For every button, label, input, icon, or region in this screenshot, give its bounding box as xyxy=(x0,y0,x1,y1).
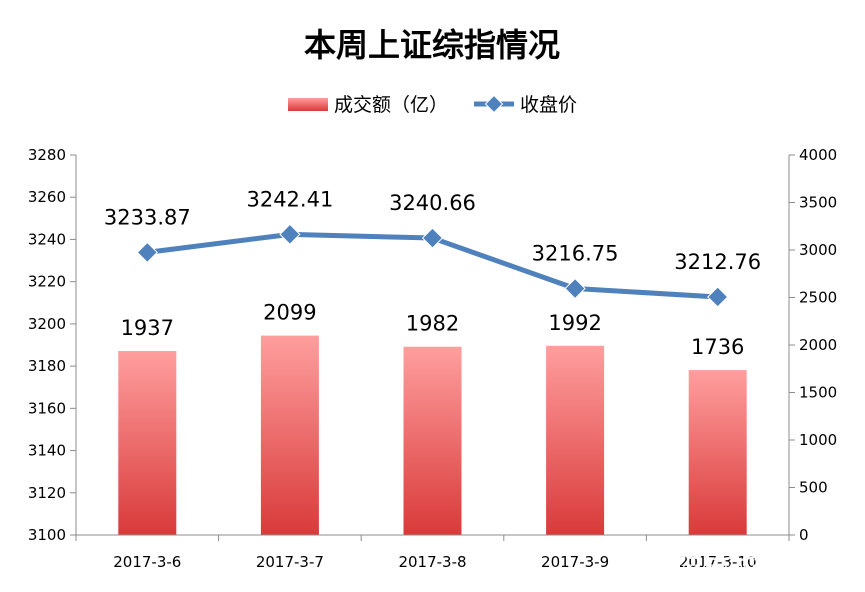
y-right-tick-label: 1500 xyxy=(799,384,837,402)
x-tick-label: 2017-3-8 xyxy=(398,553,466,571)
line-point-2017-3-10 xyxy=(707,286,729,308)
x-tick-label: 2017-3-10 xyxy=(679,553,757,571)
line-data-label: 3216.75 xyxy=(532,242,619,266)
bar-2017-3-6 xyxy=(118,350,177,535)
line-point-2017-3-9 xyxy=(564,277,586,300)
y-left-tick-label: 3100 xyxy=(28,526,66,544)
y-left-tick-label: 3200 xyxy=(28,315,66,333)
y-right-tick-label: 1000 xyxy=(799,431,837,449)
y-right-tick-label: 2000 xyxy=(799,336,837,354)
bar-series xyxy=(118,335,747,535)
watermark: 21世纪经济报道 21ST CENTURY BUSINESS HERALD xyxy=(672,539,847,574)
legend-label-bar: 成交额（亿） xyxy=(334,94,448,116)
line-series xyxy=(136,223,729,308)
legend-marker-line xyxy=(484,94,504,114)
chart-title: 本周上证综指情况 xyxy=(304,26,560,64)
line-point-2017-3-8 xyxy=(421,227,444,249)
x-tick-label: 2017-3-9 xyxy=(541,553,609,571)
bar-2017-3-8 xyxy=(403,346,462,535)
y-left-tick-label: 3260 xyxy=(28,188,66,206)
line-point-2017-3-6 xyxy=(136,241,158,263)
data-labels: 3233.87 3242.41 3240.66 3216.75 3212.76 1937 2… xyxy=(104,187,761,359)
y-left-tick-label: 3140 xyxy=(28,442,66,460)
y-right-tick-label: 0 xyxy=(799,526,809,544)
bar-data-label: 2099 xyxy=(263,301,316,325)
legend-label-line: 收盘价 xyxy=(520,94,577,116)
line-data-label: 3233.87 xyxy=(104,205,191,229)
y-left-tick-label: 3160 xyxy=(28,399,66,417)
legend: 成交额（亿） 收盘价 xyxy=(288,94,577,116)
axes: 3100 3120 3140 3160 3180 3200 3220 3240 3260 3280… xyxy=(28,146,837,571)
y-left-tick-label: 3220 xyxy=(28,273,66,291)
watermark-sub: 21ST CENTURY BUSINESS HERALD xyxy=(674,564,847,574)
legend-swatch-bar xyxy=(288,98,328,111)
line-data-label: 3240.66 xyxy=(389,191,476,215)
x-tick-label: 2017-3-7 xyxy=(256,553,324,571)
y-left-tick-label: 3120 xyxy=(28,484,66,502)
bar-data-label: 1982 xyxy=(406,312,459,336)
bar-2017-3-7 xyxy=(260,335,319,535)
y-left-tick-label: 3280 xyxy=(28,146,66,164)
y-right-tick-label: 3500 xyxy=(799,194,837,212)
y-left-tick-label: 3240 xyxy=(28,230,66,248)
bar-2017-3-10 xyxy=(688,370,747,535)
line-data-label: 3242.41 xyxy=(246,187,333,211)
bar-data-label: 1736 xyxy=(691,335,744,359)
watermark-main: 21世纪经济报道 xyxy=(672,539,835,565)
y-right-tick-label: 2500 xyxy=(799,289,837,307)
y-right-tick-label: 500 xyxy=(799,479,828,497)
x-tick-label: 2017-3-6 xyxy=(113,553,181,571)
y-left-tick-label: 3180 xyxy=(28,357,66,375)
bar-data-label: 1937 xyxy=(121,316,174,340)
line-data-label: 3212.76 xyxy=(674,250,761,274)
line-point-2017-3-7 xyxy=(279,223,301,245)
bar-data-label: 1992 xyxy=(548,311,601,335)
bar-2017-3-9 xyxy=(546,345,605,535)
y-right-tick-label: 3000 xyxy=(799,241,837,259)
y-right-tick-label: 4000 xyxy=(799,146,837,164)
